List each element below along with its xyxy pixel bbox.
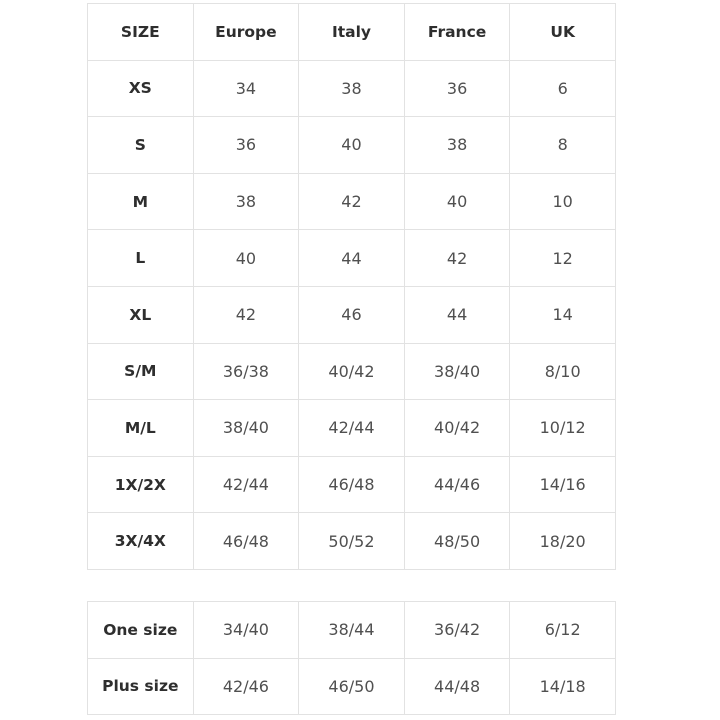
header-row: SIZE Europe Italy France UK [87,3,616,61]
header-france: France [403,3,511,61]
cell-europe: 42 [192,285,300,344]
cell-uk: 6/12 [509,601,616,659]
table-row: L 40 44 42 12 [87,229,616,287]
cell-italy: 42 [298,172,405,231]
cell-italy: 50/52 [298,512,405,570]
cell-size: L [87,229,194,287]
table-row: M/L 38/40 42/44 40/42 10/12 [87,399,616,457]
cell-france: 38/40 [403,342,511,401]
cell-europe: 40 [192,229,300,287]
size-chart-table: SIZE Europe Italy France UK XS 34 38 36 6 S 36 40 38 8… [87,3,616,570]
cell-uk: 12 [509,229,616,287]
cell-size: M/L [87,399,194,457]
header-size: SIZE [87,3,194,61]
table-row: M 38 42 40 10 [87,172,616,231]
cell-size: Plus size [87,657,194,715]
cell-uk: 14/18 [509,657,616,715]
cell-italy: 46 [298,285,405,344]
table-row: XL 42 46 44 14 [87,285,616,344]
cell-europe: 46/48 [192,512,300,570]
cell-uk: 8/10 [509,342,616,401]
cell-uk: 14/16 [509,455,616,514]
cell-france: 38 [403,116,511,174]
cell-size: M [87,172,194,231]
table-row: One size 34/40 38/44 36/42 6/12 [87,601,616,659]
cell-europe: 34 [192,59,300,118]
cell-size: XS [87,59,194,118]
cell-italy: 38/44 [298,601,405,659]
cell-uk: 6 [509,59,616,118]
cell-italy: 40 [298,116,405,174]
cell-uk: 10 [509,172,616,231]
table-row: 3X/4X 46/48 50/52 48/50 18/20 [87,512,616,570]
cell-italy: 42/44 [298,399,405,457]
cell-france: 42 [403,229,511,287]
special-sizes-table: One size 34/40 38/44 36/42 6/12 Plus size 42/4… [87,601,616,715]
cell-uk: 8 [509,116,616,174]
cell-europe: 36/38 [192,342,300,401]
cell-europe: 38 [192,172,300,231]
cell-france: 40/42 [403,399,511,457]
cell-uk: 14 [509,285,616,344]
cell-size: XL [87,285,194,344]
cell-italy: 46/50 [298,657,405,715]
cell-italy: 44 [298,229,405,287]
cell-size: 3X/4X [87,512,194,570]
cell-france: 48/50 [403,512,511,570]
cell-size: One size [87,601,194,659]
table-row: 1X/2X 42/44 46/48 44/46 14/16 [87,455,616,514]
table-row: S 36 40 38 8 [87,116,616,174]
cell-europe: 34/40 [192,601,300,659]
table-row: S/M 36/38 40/42 38/40 8/10 [87,342,616,401]
cell-size: S/M [87,342,194,401]
header-europe: Europe [192,3,300,61]
table-row: Plus size 42/46 46/50 44/48 14/18 [87,657,616,715]
cell-france: 44/46 [403,455,511,514]
header-uk: UK [509,3,616,61]
cell-france: 40 [403,172,511,231]
cell-italy: 38 [298,59,405,118]
cell-europe: 38/40 [192,399,300,457]
cell-france: 44 [403,285,511,344]
cell-france: 36 [403,59,511,118]
header-italy: Italy [298,3,405,61]
cell-size: S [87,116,194,174]
table-row: XS 34 38 36 6 [87,59,616,118]
cell-italy: 40/42 [298,342,405,401]
cell-france: 36/42 [403,601,511,659]
cell-italy: 46/48 [298,455,405,514]
cell-europe: 42/44 [192,455,300,514]
cell-france: 44/48 [403,657,511,715]
cell-size: 1X/2X [87,455,194,514]
cell-uk: 18/20 [509,512,616,570]
cell-europe: 42/46 [192,657,300,715]
cell-uk: 10/12 [509,399,616,457]
cell-europe: 36 [192,116,300,174]
